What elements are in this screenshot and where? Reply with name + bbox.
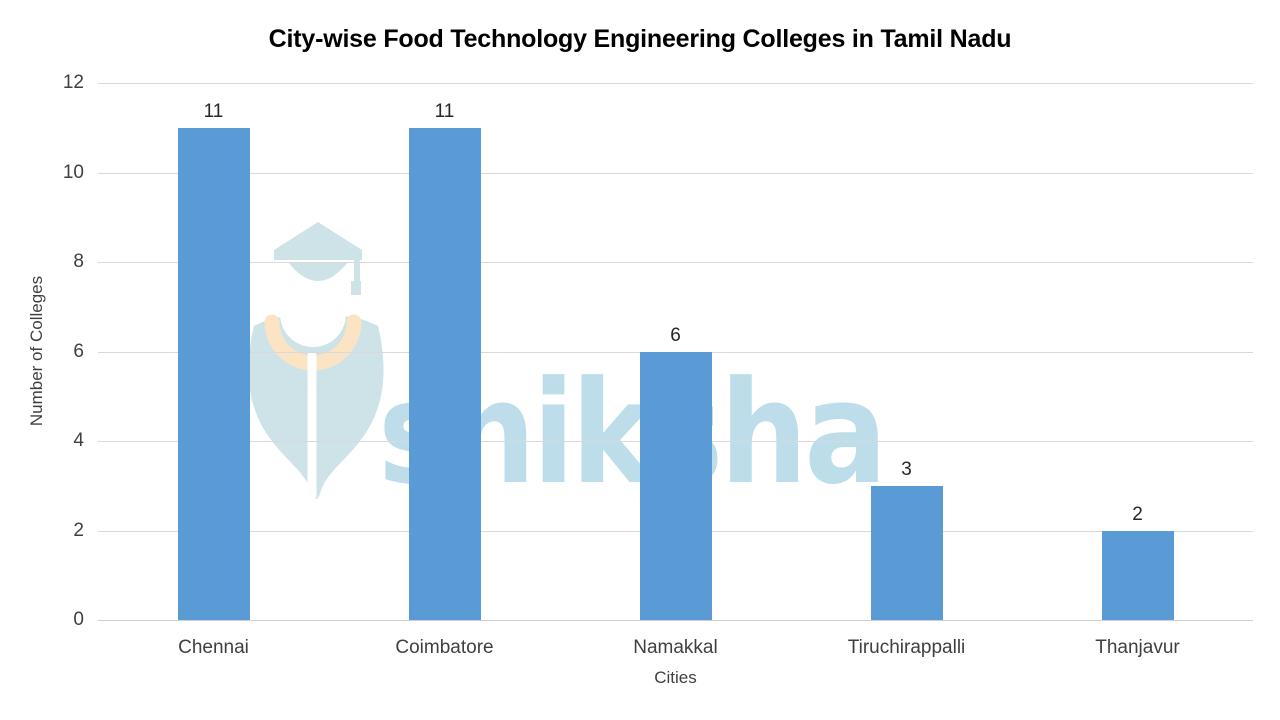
y-tick-label: 0 xyxy=(73,609,84,630)
bar-value-label: 6 xyxy=(670,324,681,346)
y-tick-label: 6 xyxy=(73,340,84,362)
graduation-cap-tassel xyxy=(354,258,360,284)
x-tick-label-tiruchirappalli: Tiruchirappalli xyxy=(847,637,966,658)
x-tick-label-namakkal: Namakkal xyxy=(633,637,718,658)
bar-tiruchirappalli xyxy=(870,485,943,620)
y-tick-label: 4 xyxy=(73,430,84,451)
x-axis-line xyxy=(98,620,1253,621)
bar-value-label: 3 xyxy=(901,458,912,480)
plot-area xyxy=(98,83,1253,621)
bar-coimbatore xyxy=(408,127,481,620)
x-tick-label-coimbatore: Coimbatore xyxy=(395,637,494,658)
graduation-cap-tassel-knob xyxy=(351,281,361,295)
graduation-cap-band xyxy=(288,262,348,281)
chart-title: City-wise Food Technology Engineering Co… xyxy=(268,25,1012,53)
y-tick-label: 12 xyxy=(62,72,84,93)
x-tick-label-chennai: Chennai xyxy=(178,637,249,658)
bar-namakkal xyxy=(639,351,712,620)
y-tick-label: 10 xyxy=(62,161,84,183)
gridline xyxy=(98,262,1253,263)
x-axis-title: Cities xyxy=(654,668,697,687)
nib-slit xyxy=(307,352,317,500)
graduation-cap-icon xyxy=(274,222,362,260)
bar-value-label: 11 xyxy=(434,100,455,122)
y-tick-label: 8 xyxy=(73,251,84,272)
bar-value-label: 2 xyxy=(1132,503,1143,525)
bar-thanjavur xyxy=(1101,530,1174,620)
gridline xyxy=(98,83,1253,84)
x-tick-label-thanjavur: Thanjavur xyxy=(1095,637,1180,658)
head-circle xyxy=(280,281,346,347)
bar-chennai xyxy=(177,127,250,620)
gridline xyxy=(98,172,1253,174)
bar-value-label: 11 xyxy=(203,100,224,122)
y-tick-label: 2 xyxy=(73,519,84,541)
